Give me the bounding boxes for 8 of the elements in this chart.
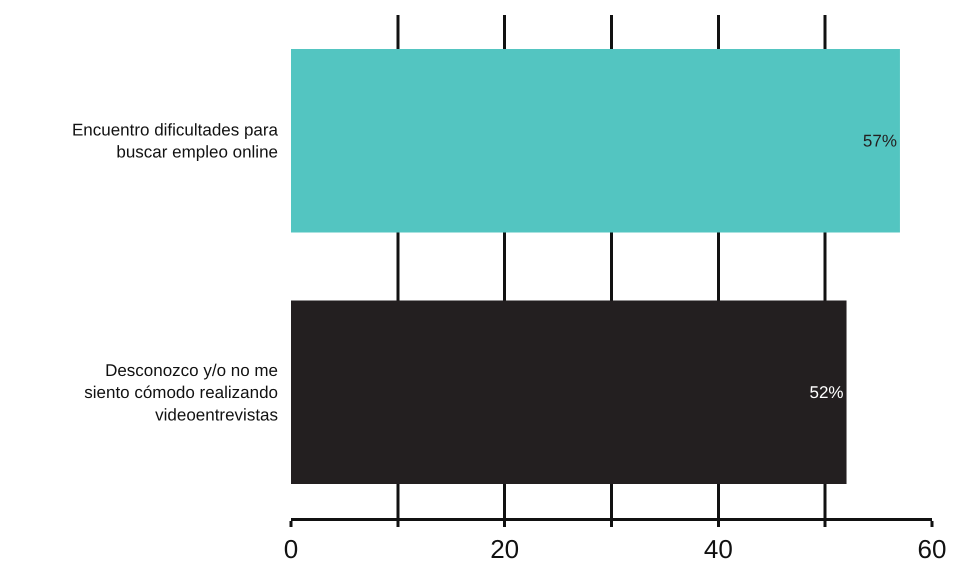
x-tick-label: 0 (284, 534, 298, 564)
data-label: 57% (862, 131, 897, 150)
x-tick-label: 20 (490, 534, 520, 564)
x-tick-label: 60 (918, 534, 946, 564)
y-tick-label: Desconozco y/o no me siento cómodo realizando videoentrevistas (84, 361, 278, 424)
y-tick-label: Encuentro dificultades para buscar empleo online (72, 120, 279, 162)
data-label: 52% (810, 382, 844, 402)
x-tick-label: 40 (704, 534, 733, 564)
